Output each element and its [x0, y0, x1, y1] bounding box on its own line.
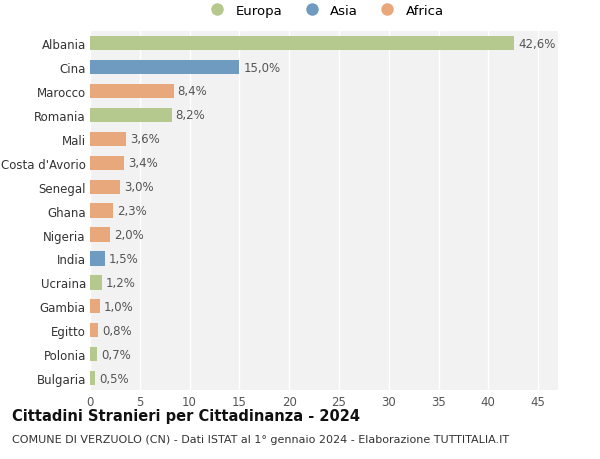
Bar — [90, 156, 124, 171]
Bar — [90, 180, 120, 195]
Text: 3,0%: 3,0% — [124, 181, 154, 194]
Text: 15,0%: 15,0% — [244, 62, 280, 74]
Bar — [90, 228, 110, 242]
Text: COMUNE DI VERZUOLO (CN) - Dati ISTAT al 1° gennaio 2024 - Elaborazione TUTTITALI: COMUNE DI VERZUOLO (CN) - Dati ISTAT al … — [12, 434, 509, 444]
Text: 1,0%: 1,0% — [104, 300, 134, 313]
Text: 0,7%: 0,7% — [101, 348, 131, 361]
Bar — [90, 275, 102, 290]
Legend: Europa, Asia, Africa: Europa, Asia, Africa — [200, 1, 448, 22]
Text: 2,0%: 2,0% — [114, 229, 143, 241]
Bar — [90, 252, 105, 266]
Text: 1,5%: 1,5% — [109, 252, 139, 265]
Bar — [90, 323, 98, 338]
Bar — [90, 61, 239, 75]
Bar — [90, 37, 514, 51]
Bar — [90, 204, 113, 218]
Bar — [90, 371, 95, 386]
Text: Cittadini Stranieri per Cittadinanza - 2024: Cittadini Stranieri per Cittadinanza - 2… — [12, 409, 360, 424]
Text: 42,6%: 42,6% — [518, 38, 556, 50]
Text: 3,4%: 3,4% — [128, 157, 158, 170]
Text: 8,2%: 8,2% — [176, 109, 205, 122]
Text: 0,8%: 0,8% — [102, 324, 131, 337]
Text: 2,3%: 2,3% — [117, 205, 146, 218]
Text: 8,4%: 8,4% — [178, 85, 208, 98]
Text: 3,6%: 3,6% — [130, 133, 160, 146]
Bar — [90, 132, 126, 147]
Bar — [90, 347, 97, 362]
Bar — [90, 299, 100, 314]
Text: 0,5%: 0,5% — [99, 372, 128, 385]
Text: 1,2%: 1,2% — [106, 276, 136, 289]
Bar — [90, 84, 173, 99]
Bar — [90, 108, 172, 123]
